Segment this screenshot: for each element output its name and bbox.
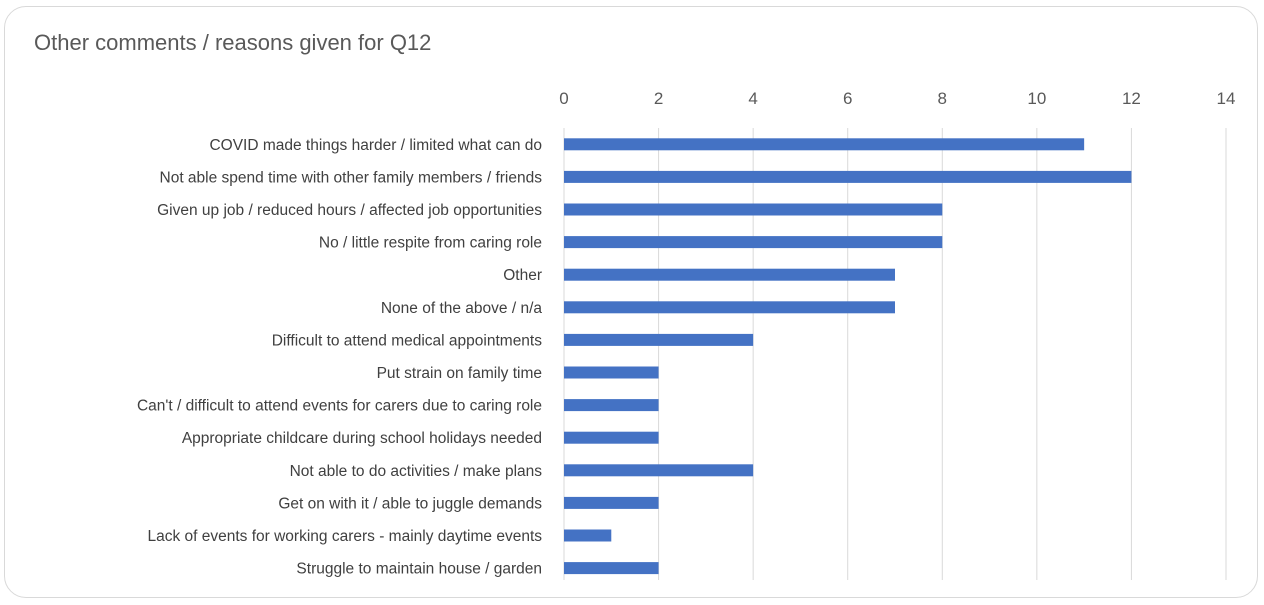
category-label: No / little respite from caring role bbox=[319, 235, 542, 252]
category-label: Lack of events for working carers - main… bbox=[147, 528, 542, 545]
category-labels: COVID made things harder / limited what … bbox=[137, 137, 542, 578]
x-tick-label: 14 bbox=[1217, 89, 1236, 108]
x-tick-label: 8 bbox=[938, 89, 947, 108]
x-tick-label: 0 bbox=[559, 89, 568, 108]
x-tick-label: 4 bbox=[748, 89, 757, 108]
category-label: Struggle to maintain house / garden bbox=[296, 561, 542, 578]
category-label: Can't / difficult to attend events for c… bbox=[137, 398, 542, 415]
x-tick-label: 10 bbox=[1027, 89, 1046, 108]
category-label: Not able to do activities / make plans bbox=[290, 463, 543, 480]
category-label: Other bbox=[503, 267, 542, 284]
bars bbox=[564, 138, 1132, 575]
category-label: Not able spend time with other family me… bbox=[160, 169, 543, 186]
bar bbox=[564, 138, 1085, 151]
category-label: Get on with it / able to juggle demands bbox=[278, 495, 542, 512]
gridlines bbox=[563, 128, 1227, 580]
bar bbox=[564, 333, 754, 346]
bar bbox=[564, 301, 895, 314]
bar bbox=[564, 529, 612, 542]
bar bbox=[564, 203, 943, 216]
category-label: Appropriate childcare during school holi… bbox=[182, 430, 542, 447]
bar bbox=[564, 464, 754, 477]
bar bbox=[564, 496, 659, 509]
chart-title: Other comments / reasons given for Q12 bbox=[34, 30, 432, 55]
bar bbox=[564, 562, 659, 575]
bar bbox=[564, 268, 895, 281]
category-label: Put strain on family time bbox=[377, 365, 542, 382]
category-label: Difficult to attend medical appointments bbox=[272, 332, 543, 349]
bar bbox=[564, 366, 659, 379]
bar bbox=[564, 399, 659, 412]
category-label: Given up job / reduced hours / affected … bbox=[157, 202, 542, 219]
bar bbox=[564, 236, 943, 249]
x-axis-ticks: 0 2 4 6 8 10 12 14 bbox=[559, 89, 1235, 108]
bar bbox=[564, 170, 1132, 183]
x-tick-label: 2 bbox=[654, 89, 663, 108]
category-label: None of the above / n/a bbox=[381, 300, 543, 317]
bar bbox=[564, 431, 659, 444]
x-tick-label: 12 bbox=[1122, 89, 1141, 108]
category-label: COVID made things harder / limited what … bbox=[209, 137, 542, 154]
x-tick-label: 6 bbox=[843, 89, 852, 108]
